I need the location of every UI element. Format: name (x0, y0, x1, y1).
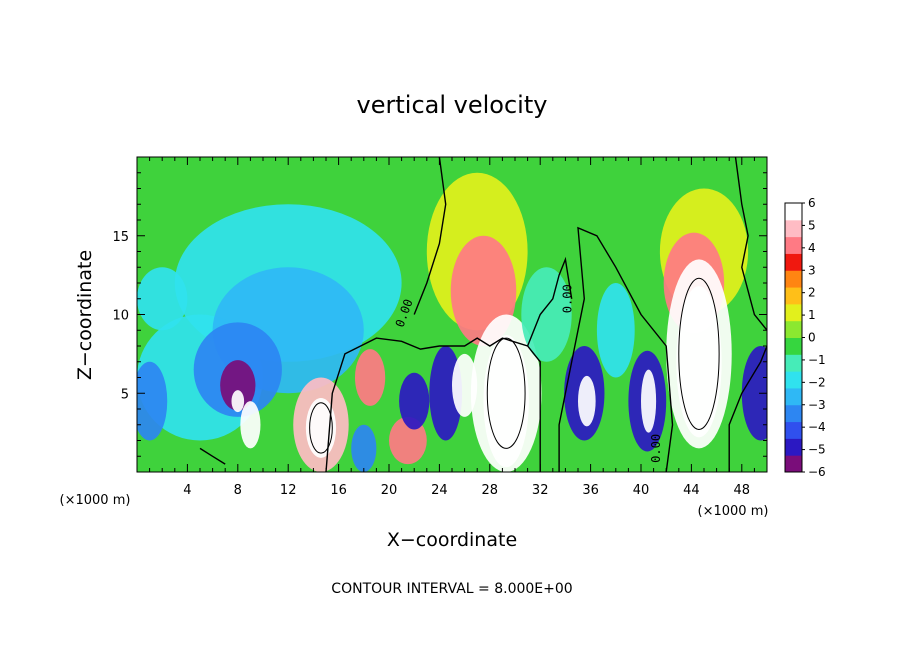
x-tick-label: 16 (330, 483, 347, 498)
x-unit-left: (×1000 m) (60, 493, 131, 508)
field-cell (137, 361, 168, 441)
y-axis-ticks: 5 10 15 (112, 172, 767, 457)
field-cell (483, 334, 529, 468)
colorbar-label: 3 (808, 263, 816, 277)
colorbar-label: −4 (808, 420, 826, 434)
colorbar-segment (785, 287, 802, 305)
colorbar-label: −3 (808, 398, 826, 412)
y-tick-label: 5 (121, 387, 129, 402)
field-cell (452, 353, 478, 417)
x-tick-label: 20 (381, 483, 398, 498)
colorbar-label: −2 (808, 375, 826, 389)
colorbar-segment (785, 354, 802, 372)
field-cell (240, 401, 261, 449)
colorbar-segment (785, 371, 802, 389)
field-cell (399, 372, 430, 430)
x-tick-label: 36 (582, 483, 599, 498)
zero-contour-line (728, 345, 767, 472)
field-cell (741, 346, 767, 441)
colorbar: 6 5 4 3 2 1 0 −1 −2 −3 −4 −5 −6 (784, 196, 826, 479)
colorbar-label: 5 (808, 218, 816, 232)
y-axis-label: Z−coordinate (74, 250, 96, 380)
colorbar-label: −1 (808, 353, 826, 367)
colorbar-label: −5 (808, 443, 826, 457)
colorbar-label: 2 (808, 286, 816, 300)
colorbar-label: 6 (808, 196, 816, 210)
chart-title: vertical velocity (357, 91, 548, 119)
y-tick-label: 10 (112, 309, 129, 324)
x-tick-label: 44 (683, 483, 700, 498)
colorbar-label: 4 (808, 241, 816, 255)
x-axis-label: X−coordinate (387, 529, 517, 551)
field-cell (351, 424, 377, 472)
colorbar-segment (785, 203, 802, 221)
x-tick-label: 8 (234, 483, 242, 498)
zero-contours (199, 157, 767, 472)
x-tick-label: 32 (532, 483, 549, 498)
zero-contour-line (558, 226, 674, 472)
zero-contour-line (734, 157, 767, 331)
field-cell (596, 283, 635, 378)
colorbar-label: −6 (808, 465, 826, 479)
contour-label: 0.00 (561, 284, 575, 313)
updraft-contour (309, 402, 333, 454)
contour-interval-note: CONTOUR INTERVAL = 8.000E+00 (331, 581, 572, 597)
field-cell (354, 349, 386, 406)
colorbar-segment (785, 337, 802, 355)
x-axis-ticks: 4 8 12 16 20 24 28 32 36 40 44 48 (149, 157, 755, 498)
colorbar-segment (785, 236, 802, 254)
x-tick-label: 24 (431, 483, 448, 498)
colorbar-segment (785, 270, 802, 288)
field-cell (521, 267, 572, 362)
x-tick-label: 12 (280, 483, 297, 498)
colorbar-segment (785, 421, 802, 439)
colorbar-segment (785, 253, 802, 271)
field-cell (641, 369, 657, 433)
x-tick-label: 28 (482, 483, 499, 498)
updraft-contour (678, 277, 720, 430)
x-tick-label: 48 (734, 483, 751, 498)
colorbar-segment (785, 303, 802, 322)
x-tick-label: 4 (183, 483, 191, 498)
y-tick-label: 15 (112, 230, 129, 245)
colorbar-segment (785, 219, 802, 238)
field-cell (231, 390, 245, 413)
field-cell (676, 286, 722, 438)
colorbar-segment (785, 438, 802, 456)
colorbar-segment (785, 320, 802, 338)
zero-contour-line (199, 447, 226, 465)
field-cell (220, 360, 256, 411)
colorbar-label: 1 (808, 308, 816, 322)
colorbar-segment (785, 387, 802, 406)
contour-label: 0.00 (649, 434, 663, 463)
colorbar-label: 0 (808, 331, 816, 345)
zero-contour-line (325, 337, 541, 472)
zero-contour-line (413, 157, 447, 315)
field-cell (137, 267, 188, 331)
field-cell (578, 375, 596, 427)
x-unit-right: (×1000 m) (698, 504, 769, 519)
updraft-contour (486, 337, 526, 449)
x-tick-label: 40 (633, 483, 650, 498)
velocity-field (137, 157, 767, 472)
zero-contour-line (526, 256, 573, 347)
colorbar-segment (785, 455, 802, 473)
colorbar-segment (785, 404, 802, 423)
plot-area: 0.00 0.000.00 4 8 12 16 20 24 28 32 36 40 44 48 5101… (112, 156, 768, 498)
